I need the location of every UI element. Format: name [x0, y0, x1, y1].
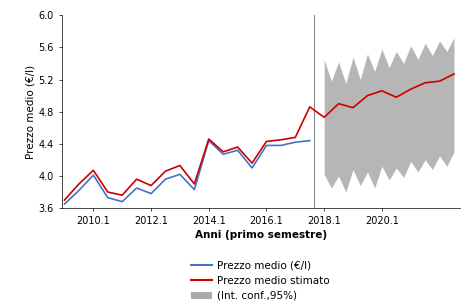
Legend: Prezzo medio (€/l), Prezzo medio stimato, (Int. conf.,95%): Prezzo medio (€/l), Prezzo medio stimato…: [191, 260, 330, 301]
Y-axis label: Prezzo medio (€/l): Prezzo medio (€/l): [26, 65, 36, 159]
X-axis label: Anni (primo semestre): Anni (primo semestre): [195, 230, 327, 240]
